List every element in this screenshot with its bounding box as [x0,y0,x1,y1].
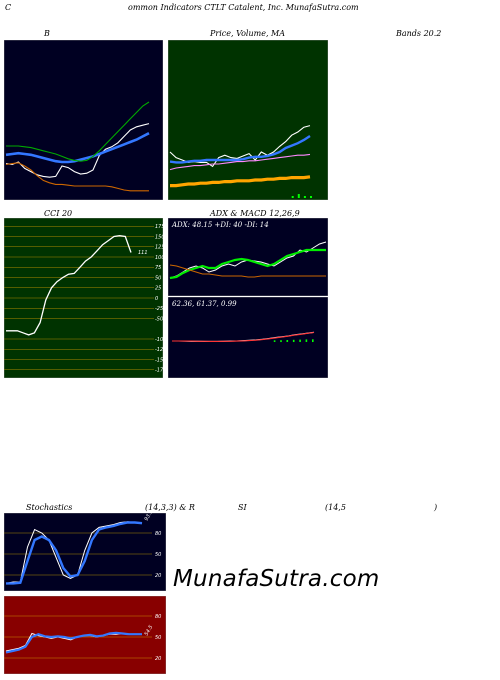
rsi-chart: 80 50 20 54.5 [4,596,166,674]
macd-line-1 [172,331,315,342]
cci-tick-label: 125 [155,245,163,251]
macd-chart: 62.36, 61.37, 0.99 [168,297,328,378]
stoch-params: (14,3,3) & R [145,503,195,512]
price-bg [168,40,328,200]
bollinger-line-2 [6,101,150,162]
rsi-tick-label: 80 [155,614,161,620]
macd-hist-bar [273,340,276,342]
adx-macd-label: ADX & MACD 12,26,9 [210,209,300,218]
rsi-value-label: 54.5 [144,624,155,637]
cci-tick-label: -100 [155,337,163,343]
bollinger-line-0 [5,123,150,178]
volume-bar [303,196,306,198]
rsi-label: SI [238,503,247,512]
adx-chart: ADX: 48.15 +DI: 40 -DI: 14 [168,218,328,296]
bollinger-chart [4,40,163,200]
stoch-tick-label: 80 [155,531,161,537]
price-line-3 [170,175,311,188]
cci-tick-label: -50 [155,316,163,322]
price-label: Price, Volume, MA [210,29,286,38]
stoch-line-1 [6,521,143,585]
volume-bar [297,194,300,198]
rsi-tick-label: 20 [155,656,161,662]
cci-tick-label: -175 [155,368,163,374]
volume-bar [291,196,294,198]
cci-tick-label: -25 [155,306,163,312]
cci-line [6,235,132,336]
bands-period-label: Bands 20.2 [396,29,442,38]
adx-values: ADX: 48.15 +DI: 40 -DI: 14 [171,221,269,229]
price-line-1 [169,134,311,164]
header-c: C [5,3,12,12]
cci-tick-label: 175 [155,224,163,230]
macd-hist-bar [299,339,301,342]
stochastics-bg [4,513,166,591]
rsi-params: (14,5 [325,503,346,512]
adx-line-1 [169,248,326,280]
stoch-tick-label: 20 [155,573,161,579]
rsi-close: ) [434,503,438,512]
cci-tick-label: 50 [155,275,161,281]
macd-hist-bar [280,340,282,343]
cci-tick-label: -150 [155,357,163,363]
bands-label: B [44,29,50,38]
cci-tick-label: 75 [155,265,161,271]
cci-label: CCI 20 [44,209,73,218]
cci-tick-label: 0 [155,296,158,302]
watermark: MunafaSutra.com [173,566,380,592]
price-chart [168,40,328,200]
stoch-value-label: 93.93 [144,513,156,522]
cci-value-label: 111 [138,250,148,256]
cci-tick-label: 25 [155,286,161,292]
macd-bg [168,297,328,378]
stoch-label: Stochastics [26,503,73,512]
rsi-line-1 [5,631,142,654]
macd-hist-bar [292,339,295,343]
bollinger-bg [4,40,163,200]
cci-chart: 175 150 125 100 75 50 25 0 -25 -50 -100 -125 -150 -17… [4,218,163,378]
macd-hist-bar [305,339,308,342]
stoch-tick-label: 50 [155,552,161,558]
macd-hist-bar [286,340,289,343]
header-title: ommon Indicators CTLT Catalent, Inc. Mun… [128,3,359,12]
rsi-tick-label: 50 [155,635,161,641]
bollinger-line-3 [5,162,149,192]
price-line-2 [169,153,311,171]
cci-tick-label: 150 [155,234,163,240]
macd-values: 62.36, 61.37, 0.99 [172,300,237,308]
stochastics-chart: 80 50 20 93.93 [4,513,166,591]
cci-tick-label: 100 [155,255,163,261]
adx-bg [168,218,328,296]
macd-hist-bar [312,339,314,343]
adx-line-2 [169,264,326,278]
cci-tick-label: -125 [155,347,163,353]
volume-bar [310,196,312,198]
